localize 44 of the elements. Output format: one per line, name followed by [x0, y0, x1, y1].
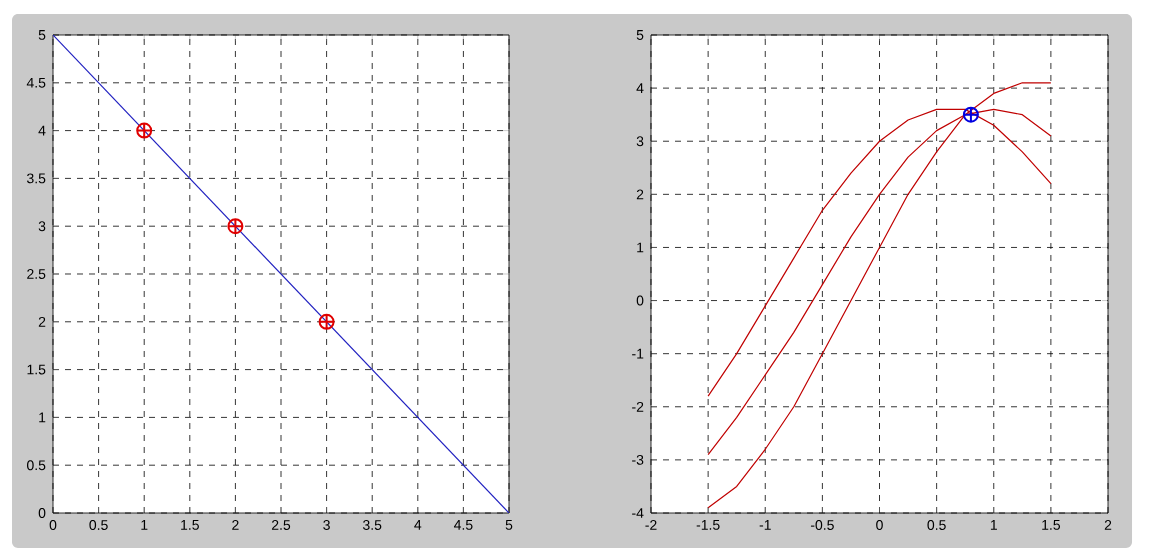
x-tick-label: -1.5 [696, 520, 720, 530]
x-tick-label: 4.5 [453, 520, 473, 530]
y-tick-label: 0.5 [27, 460, 46, 471]
x-tick-label: 0.5 [927, 520, 946, 530]
y-tick-label: 2.5 [27, 269, 46, 279]
y-tick-label: 1 [39, 412, 46, 423]
y-tick-label: 2 [636, 189, 644, 200]
y-tick-label: 2 [38, 316, 46, 327]
x-tick-label: 0 [876, 520, 883, 530]
x-tick-label: 0.5 [89, 520, 108, 530]
x-tick-label: 3.5 [363, 520, 382, 530]
y-tick-label: 0 [636, 295, 644, 306]
x-tick-label: -1 [759, 520, 771, 530]
x-tick-label: -0.5 [810, 520, 834, 530]
y-tick-label: 3 [38, 221, 46, 232]
point [318, 313, 335, 330]
x-tick-label: 1 [990, 520, 997, 530]
x-tick-label: 0 [49, 520, 57, 530]
y-tick-label: 1 [637, 242, 644, 253]
y-tick-label: 4 [636, 83, 644, 93]
y-tick-label: 3 [636, 136, 644, 147]
y-tick-label: -2 [632, 401, 644, 412]
x-tick-label: 5 [505, 520, 513, 530]
y-tick-label: 0 [38, 508, 46, 518]
y-tick-label: 1.5 [27, 364, 46, 375]
x-tick-label: 2 [1104, 520, 1112, 530]
y-tick-label: 4 [38, 125, 46, 136]
x-tick-label: 2 [232, 520, 239, 530]
y-tick-label: -4 [632, 508, 644, 518]
x-tick-label: 1.5 [1042, 520, 1061, 530]
y-tick-label: 5 [38, 30, 46, 40]
y-tick-label: 4.5 [26, 77, 46, 88]
y-tick-label: -3 [632, 454, 644, 465]
x-tick-label: 4 [414, 520, 422, 530]
point [136, 122, 153, 139]
y-tick-label: 3.5 [27, 173, 46, 184]
y-tick-label: 5 [636, 30, 644, 40]
x-tick-label: 2.5 [271, 520, 291, 530]
x-tick-label: 1.5 [181, 520, 199, 530]
point [227, 218, 244, 235]
x-tick-label: -2 [645, 520, 657, 530]
x-tick-label: 3 [323, 520, 330, 530]
y-tick-label: -1 [632, 348, 644, 359]
x-tick-label: 1 [141, 520, 148, 530]
